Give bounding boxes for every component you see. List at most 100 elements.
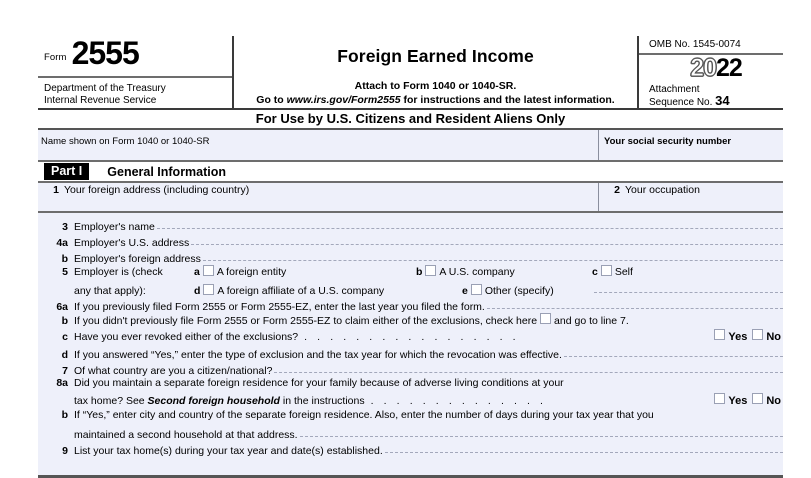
line-5-option-c-label: Self xyxy=(614,266,633,278)
line-5-option-c[interactable]: c Self xyxy=(592,265,633,278)
line-6c-checkbox-yes[interactable] xyxy=(714,329,726,340)
line-4b-label: Employer's foreign address xyxy=(74,253,201,265)
line-7-input[interactable] xyxy=(272,361,783,374)
line-3: 3 Employer's name xyxy=(38,217,784,233)
line-6a-label: If you previously filed Form 2555 or For… xyxy=(74,301,485,313)
name-ssn-row: Name shown on Form 1040 or 1040-SR Your … xyxy=(38,130,783,162)
line-5-option-e-label: Other (specify) xyxy=(484,285,554,297)
agency-block: Department of the Treasury Internal Reve… xyxy=(44,83,166,106)
form-page: Form 2555 Department of the Treasury Int… xyxy=(38,36,784,478)
line-5-checkbox-a[interactable] xyxy=(202,265,214,276)
line-5-option-b-key: b xyxy=(416,266,423,278)
line-6a-number: 6a xyxy=(56,301,68,313)
line-8a-label-2: tax home? See Second foreign household i… xyxy=(74,395,365,407)
line-6b-number: b xyxy=(61,315,68,327)
line-8a-checkbox-yes[interactable] xyxy=(714,393,726,404)
line-4a: 4a Employer's U.S. address xyxy=(38,233,783,249)
form-number: 2555 xyxy=(71,35,140,71)
line-8a-label-2-post: in the instructions xyxy=(279,395,365,407)
line-5-option-b[interactable]: b A U.S. company xyxy=(416,265,592,278)
line-6a-input[interactable] xyxy=(485,297,784,310)
line-8a-leader-dots: . . . . . . . . . . . . . . xyxy=(370,395,547,407)
line-5-checkbox-e[interactable] xyxy=(470,284,482,295)
line-5-option-a[interactable]: a A foreign entity xyxy=(194,265,416,278)
line-8a-label-2-pre: tax home? See xyxy=(74,395,148,407)
line-9-entry-area[interactable] xyxy=(38,457,783,471)
line-6c-no-label: No xyxy=(766,331,781,343)
line-6d: d If you answered “Yes,” enter the type … xyxy=(38,345,784,361)
line-2-number: 2 xyxy=(614,184,620,196)
line-7-label: Of what country are you a citizen/nation… xyxy=(74,365,273,377)
line-5-option-d-key: d xyxy=(194,285,201,297)
tax-year-yy: 22 xyxy=(716,54,743,82)
line-1-label: Your foreign address (including country) xyxy=(64,184,250,196)
line-6d-input[interactable] xyxy=(562,345,784,358)
line-9-number: 9 xyxy=(62,445,68,457)
line-5-checkbox-c[interactable] xyxy=(600,265,612,276)
form-word-label: Form xyxy=(44,52,67,63)
omb-number: OMB No. 1545-0074 xyxy=(649,39,741,50)
department-line-1: Department of the Treasury xyxy=(44,83,166,94)
line-8b-input[interactable] xyxy=(298,425,784,438)
line-6c-leader-dots: . . . . . . . . . . . . . . . . . xyxy=(304,331,520,343)
name-label: Name shown on Form 1040 or 1040-SR xyxy=(41,136,210,147)
line-5-option-a-key: a xyxy=(194,266,200,278)
line-5-option-a-label: A foreign entity xyxy=(216,266,287,278)
line-9: 9 List your tax home(s) during your tax … xyxy=(38,441,784,457)
part-one-title: General Information xyxy=(107,164,227,179)
line-5-row-2: any that apply): d A foreign affiliate of… xyxy=(38,281,783,297)
line-1-cell[interactable]: 1 Your foreign address (including countr… xyxy=(38,183,599,211)
line-6b-checkbox[interactable] xyxy=(540,313,552,324)
line-8a-label-1: Did you maintain a separate foreign resi… xyxy=(74,377,564,389)
line-2-label: Your occupation xyxy=(625,184,700,196)
line-8a-no-label: No xyxy=(766,395,781,407)
line-3-number: 3 xyxy=(62,221,68,233)
line-4b-input[interactable] xyxy=(201,249,784,262)
line-8b-row-1: b If “Yes,” enter city and country of th… xyxy=(38,409,783,425)
line-5-option-b-label: A U.S. company xyxy=(439,266,515,278)
line-5-number: 5 xyxy=(62,266,68,278)
line-4b: b Employer's foreign address xyxy=(38,249,784,265)
line-5-checkbox-d[interactable] xyxy=(203,284,215,295)
line-8b-label-1: If “Yes,” enter city and country of the … xyxy=(74,409,654,421)
line-4a-input[interactable] xyxy=(189,233,783,246)
name-field-cell[interactable]: Name shown on Form 1040 or 1040-SR xyxy=(38,130,599,160)
line-5-checkbox-b[interactable] xyxy=(425,265,437,276)
form-2555: Form 2555 Department of the Treasury Int… xyxy=(38,35,784,478)
line-1-number: 1 xyxy=(53,184,59,196)
line-5-option-e[interactable]: e Other (specify) xyxy=(462,284,592,297)
use-banner: For Use by U.S. Citizens and Resident Al… xyxy=(38,108,783,130)
identity-divider xyxy=(38,76,232,78)
irs-url-link[interactable]: www.irs.gov/Form2555 xyxy=(286,94,401,106)
line-5-other-input[interactable] xyxy=(592,281,783,294)
line-6c-yes-label: Yes xyxy=(728,331,748,343)
line-8a-yes-label: Yes xyxy=(728,395,748,407)
line-8b-number: b xyxy=(61,409,68,421)
department-line-2: Internal Revenue Service xyxy=(44,94,157,106)
line-5-option-d-label: A foreign affiliate of a U.S. company xyxy=(217,285,385,297)
line-6b-label-post: and go to line 7. xyxy=(554,315,629,327)
line-4a-label: Employer's U.S. address xyxy=(74,237,190,249)
goto-prefix: Go to xyxy=(256,94,287,106)
line-5-option-d[interactable]: d A foreign affiliate of a U.S. company xyxy=(194,284,462,297)
line-3-label: Employer's name xyxy=(74,221,155,233)
part-one-tag: Part I xyxy=(44,163,90,180)
ssn-field-cell[interactable]: Your social security number xyxy=(599,130,783,160)
omb-block: OMB No. 1545-0074 2022 Attachment Sequen… xyxy=(639,36,783,108)
ssn-label: Your social security number xyxy=(604,136,732,147)
line-5-label-2: any that apply): xyxy=(74,285,146,297)
line-8b-label-2: maintained a second household at that ad… xyxy=(74,429,298,441)
form-title: Foreign Earned Income xyxy=(337,46,534,66)
line-6c-number: c xyxy=(62,331,68,343)
line-3-input[interactable] xyxy=(155,217,784,230)
attachment-label-2: Sequence No. 34 xyxy=(649,94,783,108)
line-6c-checkbox-no[interactable] xyxy=(752,329,764,340)
line-8a-checkbox-no[interactable] xyxy=(752,393,764,404)
line-6b: b If you didn't previously file Form 255… xyxy=(38,313,783,329)
attach-instruction: Attach to Form 1040 or 1040-SR. xyxy=(354,80,517,92)
line-9-input[interactable] xyxy=(383,441,784,454)
line-8b-row-2: maintained a second household at that ad… xyxy=(38,425,784,441)
line-4b-number: b xyxy=(61,253,68,265)
goto-instruction: Go to www.irs.gov/Form2555 for instructi… xyxy=(234,94,637,106)
line-2-cell[interactable]: 2 Your occupation xyxy=(599,183,783,211)
